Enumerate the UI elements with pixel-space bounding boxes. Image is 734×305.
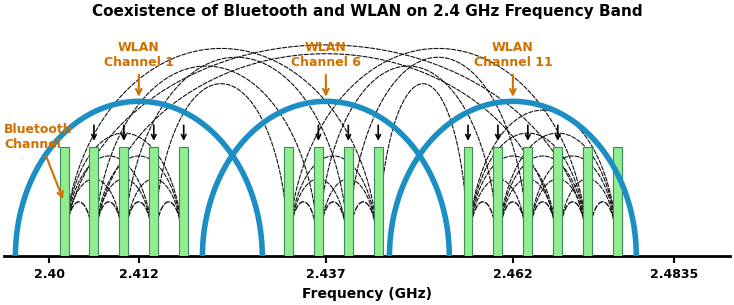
Bar [90, 147, 98, 257]
Bar [374, 147, 382, 257]
Text: WLAN
Channel 6: WLAN Channel 6 [291, 41, 361, 95]
Text: WLAN
Channel 1: WLAN Channel 1 [103, 41, 174, 95]
Bar [59, 147, 68, 257]
Bar [523, 147, 532, 257]
Text: Bluetooth
Channel: Bluetooth Channel [4, 123, 73, 197]
X-axis label: Frequency (GHz): Frequency (GHz) [302, 287, 432, 301]
Bar [493, 147, 502, 257]
Bar [344, 147, 353, 257]
Text: WLAN
Channel 11: WLAN Channel 11 [473, 41, 552, 95]
Title: Coexistence of Bluetooth and WLAN on 2.4 GHz Frequency Band: Coexistence of Bluetooth and WLAN on 2.4… [92, 4, 642, 19]
Bar [149, 147, 159, 257]
Bar [463, 147, 473, 257]
Bar [613, 147, 622, 257]
Bar [120, 147, 128, 257]
Bar [584, 147, 592, 257]
Bar [284, 147, 293, 257]
Bar [314, 147, 323, 257]
Bar [179, 147, 188, 257]
Bar [553, 147, 562, 257]
